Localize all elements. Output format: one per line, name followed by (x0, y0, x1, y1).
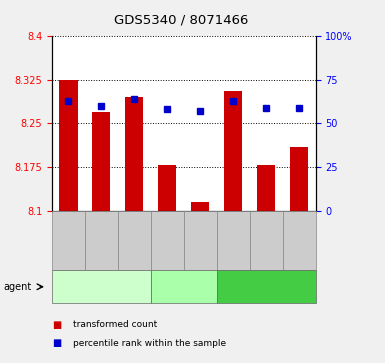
Text: ■: ■ (52, 320, 61, 330)
Text: GSM1239651: GSM1239651 (296, 217, 302, 264)
Bar (224, 91, 242, 211)
Text: ■: ■ (52, 338, 61, 348)
Bar (158, 165, 176, 211)
Text: agent: agent (4, 282, 32, 292)
Bar (290, 147, 308, 211)
Text: GSM1239644: GSM1239644 (65, 217, 72, 264)
Text: GDS5340 / 8071466: GDS5340 / 8071466 (114, 13, 248, 26)
Text: GSM1239650: GSM1239650 (263, 217, 269, 264)
Bar (59, 80, 77, 211)
Bar (191, 202, 209, 211)
Text: GSM1239648: GSM1239648 (198, 217, 203, 264)
Text: JQ1: JQ1 (176, 282, 192, 292)
Bar (92, 112, 110, 211)
Text: GSM1239649: GSM1239649 (230, 217, 236, 264)
Text: control: control (85, 282, 118, 292)
Text: RVX-208: RVX-208 (246, 282, 287, 292)
Bar (126, 97, 144, 211)
Text: GSM1239646: GSM1239646 (131, 217, 137, 264)
Text: percentile rank within the sample: percentile rank within the sample (73, 339, 226, 347)
Text: transformed count: transformed count (73, 321, 157, 329)
Text: GSM1239647: GSM1239647 (164, 217, 170, 264)
Text: GSM1239645: GSM1239645 (99, 217, 104, 264)
Bar (257, 165, 275, 211)
